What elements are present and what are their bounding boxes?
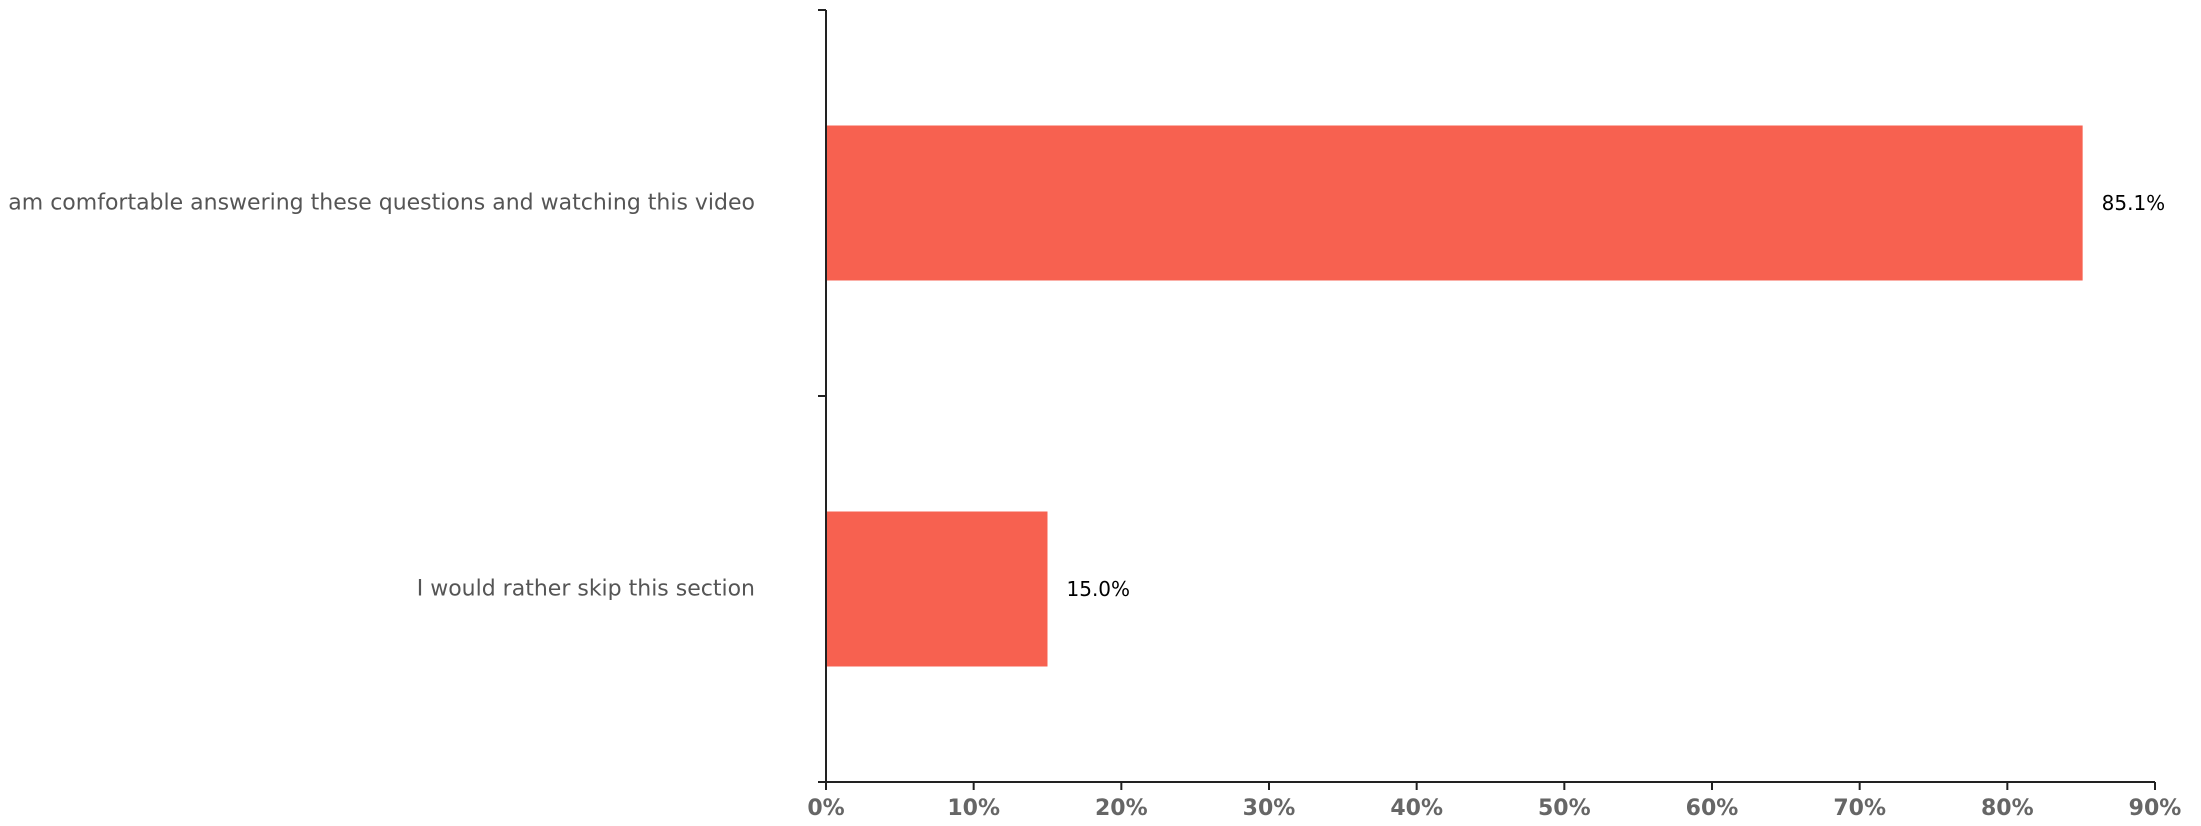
data-label-1: 15.0%	[1067, 577, 1131, 601]
x-tick-label-4: 40%	[1390, 796, 1443, 821]
x-tick-label-6: 60%	[1686, 796, 1739, 821]
axes: 0% 10% 20% 30% 40% 50% 60% 70% 80% 90%	[807, 9, 2182, 821]
bar-1	[826, 511, 1048, 667]
x-tick-label-1: 10%	[947, 796, 1000, 821]
data-labels: 85.1% 15.0%	[1067, 191, 2166, 601]
x-tick-label-3: 30%	[1243, 796, 1296, 821]
x-tick-label-0: 0%	[807, 796, 844, 821]
data-label-0: 85.1%	[2102, 191, 2166, 215]
x-tick-label-2: 20%	[1095, 796, 1148, 821]
x-tick-label-7: 70%	[1833, 796, 1886, 821]
bars-layer	[826, 125, 2083, 667]
x-tick-label-8: 80%	[1981, 796, 2034, 821]
category-labels: I am comfortable answering these questio…	[0, 191, 755, 602]
x-tick-label-9: 90%	[2129, 796, 2182, 821]
category-label-0: I am comfortable answering these questio…	[0, 191, 755, 216]
bar-0	[826, 125, 2083, 281]
category-label-1: I would rather skip this section	[417, 577, 755, 602]
x-tick-label-5: 50%	[1538, 796, 1591, 821]
